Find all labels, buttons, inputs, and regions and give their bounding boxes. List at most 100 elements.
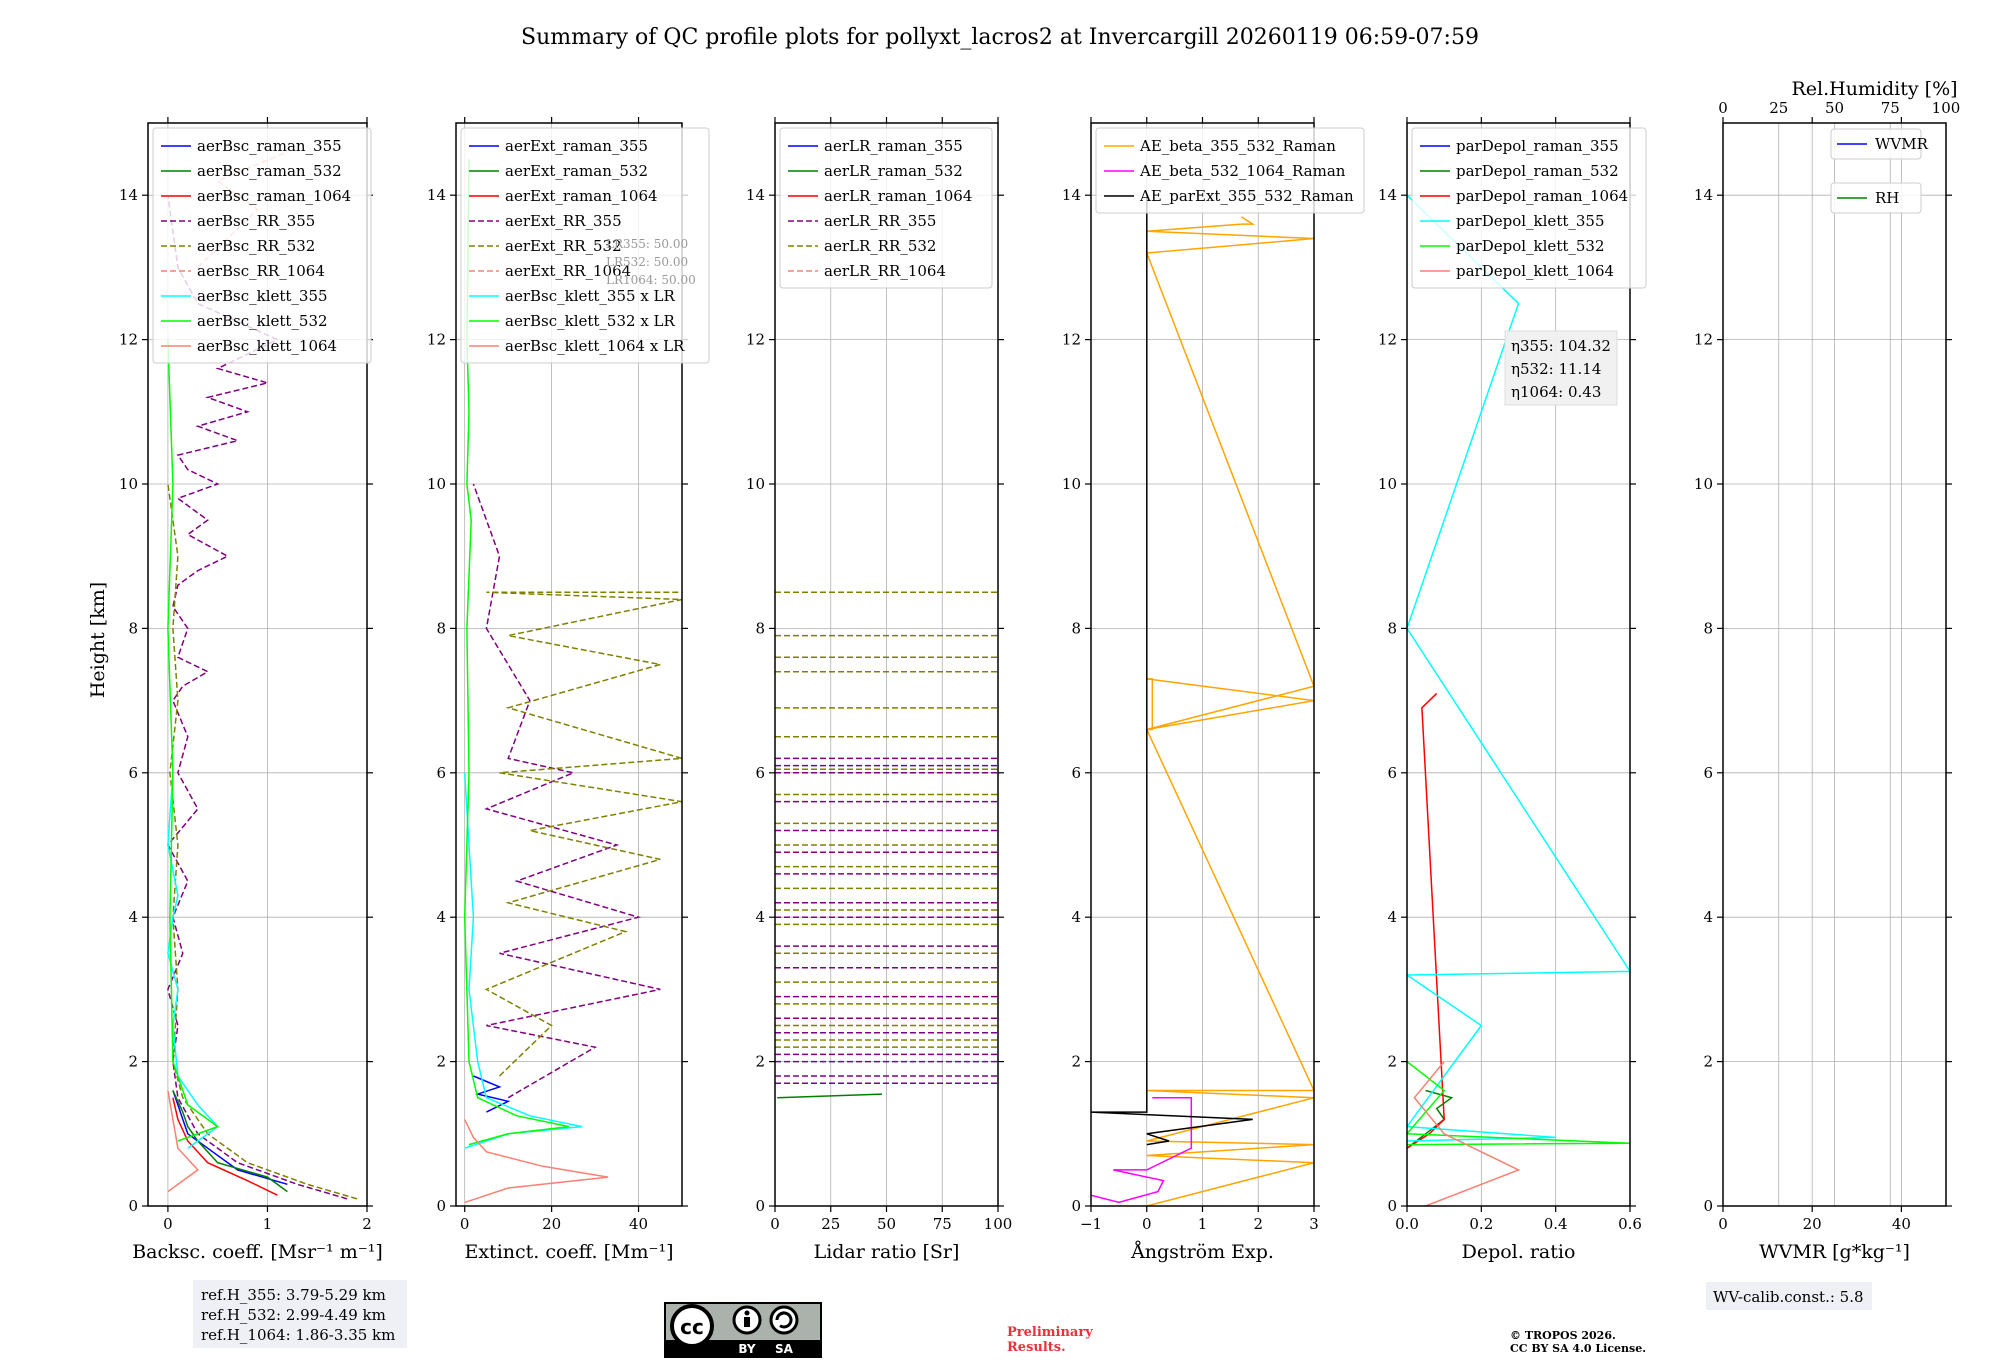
legend-bsc: aerBsc_raman_355 aerBsc_raman_532 aerBsc_r… xyxy=(152,127,372,364)
tick-label-y: 14 xyxy=(1062,186,1081,204)
tick-label-y: 10 xyxy=(746,475,765,493)
lr-label: LR355: 50.00 xyxy=(606,237,688,251)
axes-frame-ext xyxy=(455,122,683,1207)
tick-label-x: 0.2 xyxy=(1469,1215,1493,1233)
tick-label-x: 75 xyxy=(933,1215,952,1233)
gridlines-ae xyxy=(1090,123,1315,1207)
tick-label-y: 10 xyxy=(119,475,138,493)
axes-frame-depol xyxy=(1406,122,1631,1207)
panel-ext: 0 2 4 6 8 10 12 14 0 20 40 Extinct. coeff. [Mm⁻¹] ae… xyxy=(427,117,710,1263)
legend-label: AE_beta_355_532_Raman xyxy=(1139,137,1336,155)
x-axis-label-ext: Extinct. coeff. [Mm⁻¹] xyxy=(464,1241,673,1263)
legend-label: aerExt_raman_355 xyxy=(505,137,648,155)
series-line-pardepol-klett-532 xyxy=(1407,1061,1630,1146)
series-ext xyxy=(463,159,682,1204)
series-line-aerbsc-klett-532 xyxy=(167,339,220,1142)
ref-height-box xyxy=(193,1280,407,1348)
cc-sa-label: SA xyxy=(775,1342,794,1356)
tick-label-y: 10 xyxy=(427,475,446,493)
cc-icon xyxy=(670,1304,714,1348)
tick-label-y: 8 xyxy=(755,619,765,637)
eta-label: η355: 104.32 xyxy=(1511,337,1611,355)
legend-label: aerBsc_RR_1064 xyxy=(197,262,325,280)
tick-label-y: 4 xyxy=(436,908,446,926)
legend-label: aerExt_RR_532 xyxy=(505,237,622,255)
tick-label-x: 0 xyxy=(1718,1215,1728,1233)
tick-label-x: 1 xyxy=(263,1215,273,1233)
tick-label-y: 10 xyxy=(1694,475,1713,493)
legend-ext: aerExt_raman_355 aerExt_raman_532 aerExt_r… xyxy=(460,127,710,364)
legend-depol: parDepol_raman_355 parDepol_raman_532 parD… xyxy=(1411,127,1647,289)
legend-label: AE_parExt_355_532_Raman xyxy=(1139,187,1354,205)
tick-label-y: 2 xyxy=(755,1053,765,1071)
lr-label: LR1064: 50.00 xyxy=(606,273,696,287)
series-line-aerbsc-klett-532-x-lr xyxy=(463,159,570,1146)
x-axis-label-depol: Depol. ratio xyxy=(1462,1241,1576,1263)
tick-label-x: 25 xyxy=(821,1215,840,1233)
legend-label: aerBsc_RR_355 xyxy=(197,212,315,230)
legend-label: aerBsc_raman_355 xyxy=(197,137,342,155)
axes-frame-wv xyxy=(1722,122,1947,1207)
tick-label-y: 4 xyxy=(1071,908,1081,926)
legend-box xyxy=(1411,127,1647,289)
legend-box xyxy=(779,127,993,289)
legend-label: aerLR_raman_1064 xyxy=(824,187,972,205)
series-line-pardepol-klett-1064 xyxy=(1413,1061,1521,1206)
legend-box xyxy=(1830,128,1922,160)
legend-label: parDepol_raman_532 xyxy=(1456,162,1619,180)
tick-label-y: 2 xyxy=(1071,1053,1081,1071)
tick-label-y: 8 xyxy=(1387,619,1397,637)
series-lr xyxy=(775,591,998,1099)
tick-label-y: 10 xyxy=(1378,475,1397,493)
tick-label-x: 0 xyxy=(163,1215,173,1233)
tick-label-y: 12 xyxy=(1378,331,1397,349)
y-axis-label: Height [km] xyxy=(87,582,109,698)
tick-label-y: 0 xyxy=(128,1197,138,1215)
legend-label: parDepol_raman_355 xyxy=(1456,137,1619,155)
tick-label-y: 12 xyxy=(1062,331,1081,349)
legend-box xyxy=(1095,127,1365,214)
legend-box xyxy=(1830,182,1922,214)
legend-label: aerExt_RR_1064 xyxy=(505,262,631,280)
legend-label: aerBsc_raman_532 xyxy=(197,162,342,180)
legend-wv: WVMR RH xyxy=(1830,128,1929,214)
legend-label: parDepol_klett_1064 xyxy=(1456,262,1614,280)
ref-height-1064: ref.H_1064: 1.86-3.35 km xyxy=(201,1326,395,1344)
series-line-pardepol-klett-355 xyxy=(1407,194,1630,1142)
gridlines-wv xyxy=(1722,123,1947,1207)
legend-label: aerBsc_raman_1064 xyxy=(197,187,351,205)
tick-label-top-x: 25 xyxy=(1769,99,1788,117)
tick-label-x: 2 xyxy=(1253,1215,1263,1233)
sa-icon xyxy=(769,1305,799,1335)
legend-lr: aerLR_raman_355 aerLR_raman_532 aerLR_rama… xyxy=(779,127,993,289)
tick-label-top-x: 50 xyxy=(1825,99,1844,117)
figure-title: Summary of QC profile plots for pollyxt_… xyxy=(521,25,1479,50)
tick-label-x: 40 xyxy=(629,1215,648,1233)
series-line-aerbsc-klett-1064-x-lr xyxy=(464,1119,609,1204)
tick-label-x: 100 xyxy=(984,1215,1013,1233)
tick-label-y: 12 xyxy=(1694,331,1713,349)
legend-label: aerBsc_klett_355 xyxy=(197,287,328,305)
tick-label-y: 0 xyxy=(436,1197,446,1215)
tick-label-x: 0.4 xyxy=(1544,1215,1568,1233)
tick-label-y: 4 xyxy=(128,908,138,926)
legend-label: aerExt_raman_1064 xyxy=(505,187,658,205)
tick-label-y: 14 xyxy=(119,186,138,204)
axes-frame-bsc xyxy=(147,122,368,1207)
top-axis-label: Rel.Humidity [%] xyxy=(1791,78,1957,100)
tick-label-y: 0 xyxy=(755,1197,765,1215)
legend-label: WVMR xyxy=(1875,135,1929,153)
series-line-aerbsc-raman-1064 xyxy=(172,1097,278,1196)
tick-label-y: 6 xyxy=(1071,764,1081,782)
tick-label-y: 14 xyxy=(1378,186,1397,204)
ticks-ext xyxy=(450,117,688,1212)
legend-label: aerLR_RR_355 xyxy=(824,212,936,230)
legend-label: aerExt_RR_355 xyxy=(505,212,622,230)
panel-lr: 0 2 4 6 8 10 12 14 0 25 50 75 100 Lidar ratio [Sr] aer… xyxy=(746,117,1012,1263)
tick-label-y: 0 xyxy=(1387,1197,1397,1215)
tick-label-y: 14 xyxy=(746,186,765,204)
ref-height-532: ref.H_532: 2.99-4.49 km xyxy=(201,1306,386,1324)
legend-box xyxy=(152,127,372,364)
